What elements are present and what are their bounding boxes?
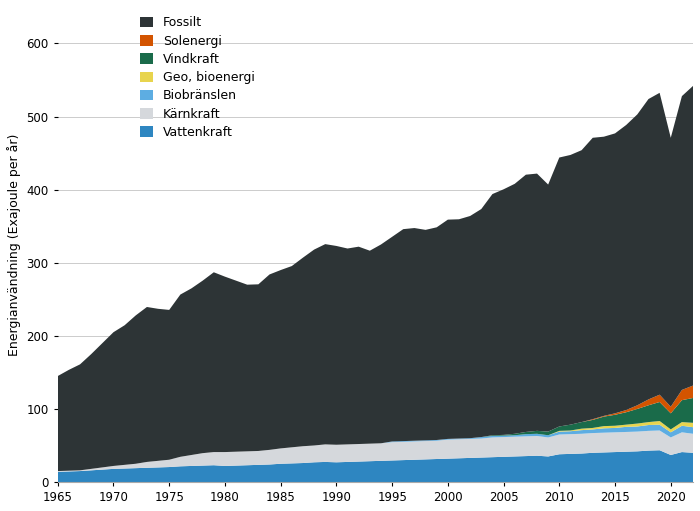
Legend: Fossilt, Solenergi, Vindkraft, Geo, bioenergi, Biobränslen, Kärnkraft, Vattenkra: Fossilt, Solenergi, Vindkraft, Geo, bioe… [140, 16, 255, 139]
Y-axis label: Energianvändning (Exajoule per år): Energianvändning (Exajoule per år) [7, 133, 21, 356]
